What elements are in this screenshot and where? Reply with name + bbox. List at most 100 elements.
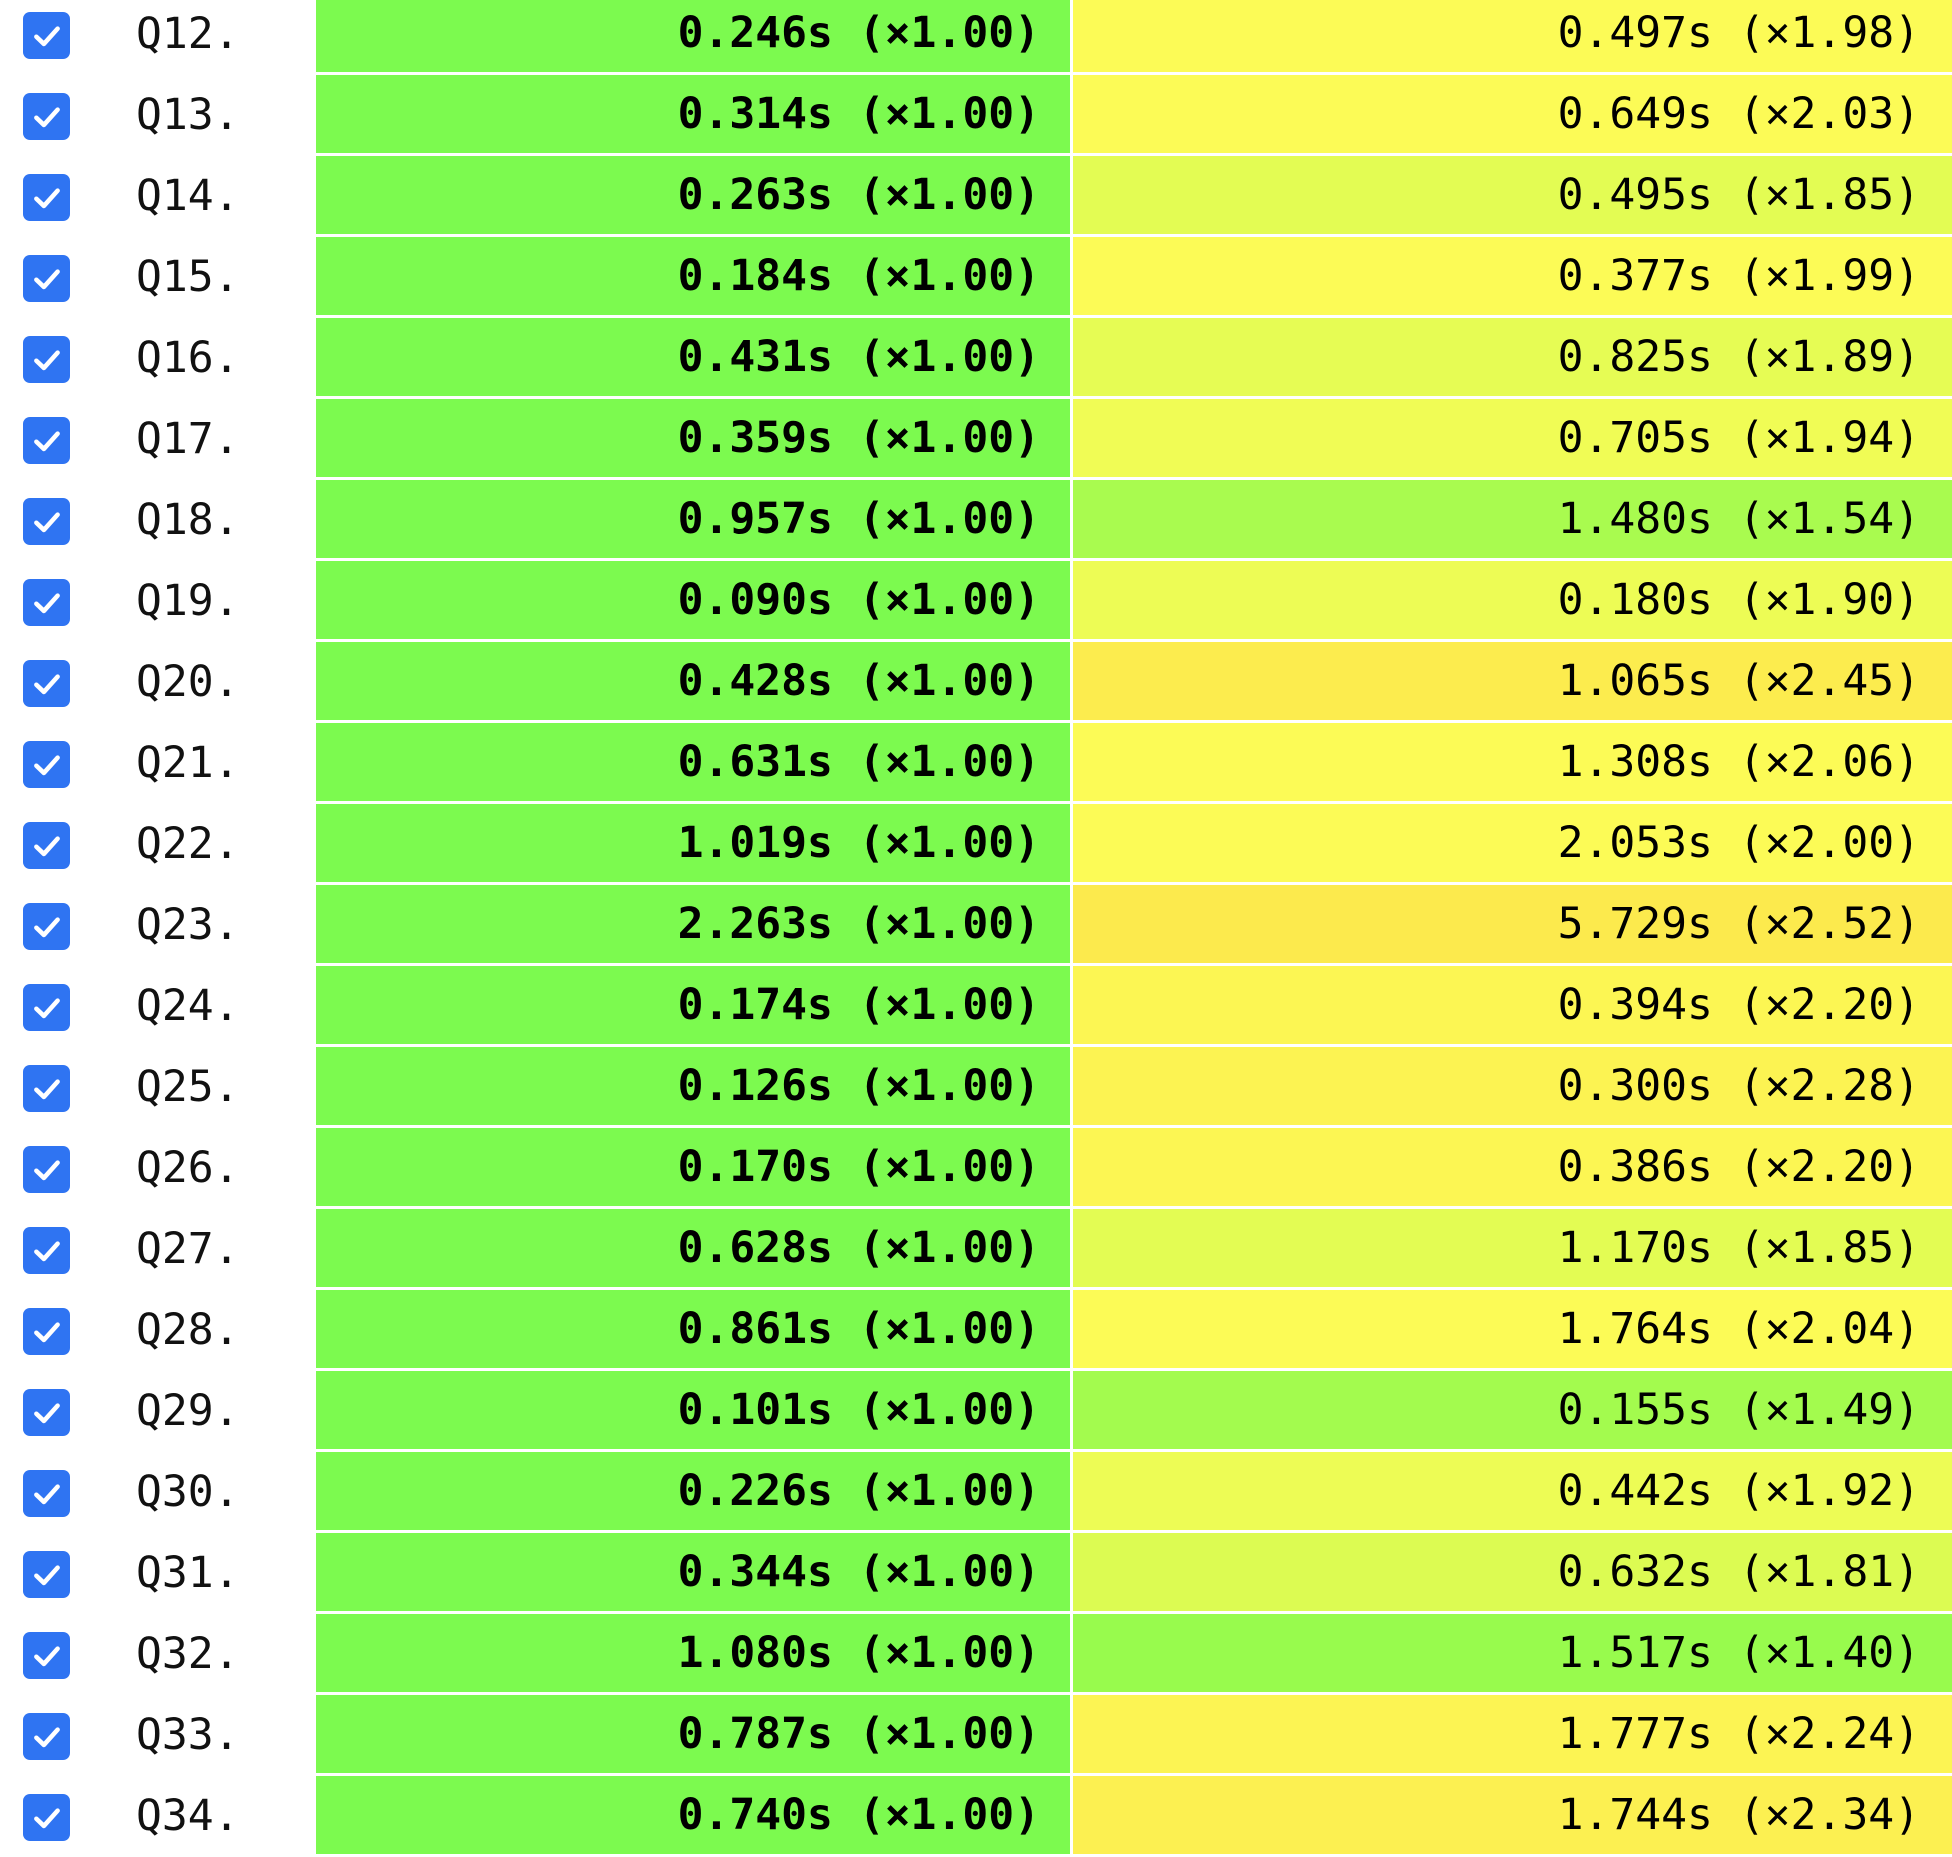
row-header: Q15.	[0, 237, 316, 318]
row-divider	[316, 234, 1952, 237]
row-checkbox[interactable]	[23, 174, 70, 221]
row-header: Q31.	[0, 1533, 316, 1614]
baseline-time-cell: 0.314s (×1.00)	[316, 75, 1070, 153]
compare-time-cell: 5.729s (×2.52)	[1073, 885, 1952, 963]
query-label: Q24.	[136, 981, 240, 1031]
row-header: Q20.	[0, 642, 316, 723]
row-checkbox[interactable]	[23, 1227, 70, 1274]
row-header: Q18.	[0, 480, 316, 561]
compare-time-cell: 1.480s (×1.54)	[1073, 480, 1952, 558]
row-checkbox[interactable]	[23, 1713, 70, 1760]
baseline-time-cell: 0.344s (×1.00)	[316, 1533, 1070, 1611]
query-label: Q30.	[136, 1467, 240, 1517]
column-divider	[1070, 156, 1073, 237]
column-divider	[1070, 1533, 1073, 1614]
baseline-time-cell: 0.631s (×1.00)	[316, 723, 1070, 801]
row-checkbox[interactable]	[23, 12, 70, 59]
row-header: Q16.	[0, 318, 316, 399]
table-row-q34: Q34. 0.740s (×1.00) 1.744s (×2.34)	[0, 1776, 1952, 1857]
row-header: Q24.	[0, 966, 316, 1047]
row-divider	[316, 1125, 1952, 1128]
compare-time-cell: 0.705s (×1.94)	[1073, 399, 1952, 477]
baseline-time-cell: 0.263s (×1.00)	[316, 156, 1070, 234]
column-divider	[1070, 399, 1073, 480]
baseline-time-cell: 0.101s (×1.00)	[316, 1371, 1070, 1449]
query-label: Q34.	[136, 1791, 240, 1841]
row-header: Q33.	[0, 1695, 316, 1776]
row-header: Q26.	[0, 1128, 316, 1209]
baseline-time-cell: 0.957s (×1.00)	[316, 480, 1070, 558]
baseline-time-cell: 0.170s (×1.00)	[316, 1128, 1070, 1206]
row-header: Q22.	[0, 804, 316, 885]
compare-time-cell: 0.394s (×2.20)	[1073, 966, 1952, 1044]
row-checkbox[interactable]	[23, 1470, 70, 1517]
row-checkbox[interactable]	[23, 660, 70, 707]
query-label: Q12.	[136, 9, 240, 59]
compare-time-cell: 1.777s (×2.24)	[1073, 1695, 1952, 1773]
query-label: Q25.	[136, 1062, 240, 1112]
row-divider	[316, 558, 1952, 561]
query-label: Q31.	[136, 1548, 240, 1598]
row-header: Q21.	[0, 723, 316, 804]
compare-time-cell: 0.155s (×1.49)	[1073, 1371, 1952, 1449]
baseline-time-cell: 0.090s (×1.00)	[316, 561, 1070, 639]
row-checkbox[interactable]	[23, 984, 70, 1031]
checkmark-icon	[33, 1807, 60, 1828]
query-label: Q32.	[136, 1629, 240, 1679]
checkmark-icon	[33, 1159, 60, 1180]
compare-time-cell: 0.825s (×1.89)	[1073, 318, 1952, 396]
table-row-q31: Q31. 0.344s (×1.00) 0.632s (×1.81)	[0, 1533, 1952, 1614]
row-checkbox[interactable]	[23, 1632, 70, 1679]
compare-time-cell: 0.442s (×1.92)	[1073, 1452, 1952, 1530]
row-checkbox[interactable]	[23, 1389, 70, 1436]
query-label: Q17.	[136, 414, 240, 464]
checkmark-icon	[33, 268, 60, 289]
column-divider	[1070, 318, 1073, 399]
baseline-time-cell: 1.080s (×1.00)	[316, 1614, 1070, 1692]
row-checkbox[interactable]	[23, 822, 70, 869]
row-checkbox[interactable]	[23, 255, 70, 302]
checkmark-icon	[33, 1483, 60, 1504]
row-checkbox[interactable]	[23, 1794, 70, 1841]
row-checkbox[interactable]	[23, 1308, 70, 1355]
column-divider	[1070, 1209, 1073, 1290]
column-divider	[1070, 885, 1073, 966]
query-label: Q14.	[136, 171, 240, 221]
table-row-q32: Q32. 1.080s (×1.00) 1.517s (×1.40)	[0, 1614, 1952, 1695]
column-divider	[1070, 1128, 1073, 1209]
row-checkbox[interactable]	[23, 579, 70, 626]
query-label: Q26.	[136, 1143, 240, 1193]
row-checkbox[interactable]	[23, 336, 70, 383]
checkmark-icon	[33, 1321, 60, 1342]
row-checkbox[interactable]	[23, 498, 70, 545]
column-divider	[1070, 804, 1073, 885]
checkmark-icon	[33, 1240, 60, 1261]
row-checkbox[interactable]	[23, 1551, 70, 1598]
query-label: Q18.	[136, 495, 240, 545]
table-row-q16: Q16. 0.431s (×1.00) 0.825s (×1.89)	[0, 318, 1952, 399]
checkmark-icon	[33, 106, 60, 127]
query-label: Q16.	[136, 333, 240, 383]
row-divider	[316, 477, 1952, 480]
row-header: Q28.	[0, 1290, 316, 1371]
table-row-q19: Q19. 0.090s (×1.00) 0.180s (×1.90)	[0, 561, 1952, 642]
column-divider	[1070, 0, 1073, 75]
row-checkbox[interactable]	[23, 1146, 70, 1193]
row-checkbox[interactable]	[23, 741, 70, 788]
row-checkbox[interactable]	[23, 903, 70, 950]
row-checkbox[interactable]	[23, 93, 70, 140]
column-divider	[1070, 1290, 1073, 1371]
table-row-q21: Q21. 0.631s (×1.00) 1.308s (×2.06)	[0, 723, 1952, 804]
table-row-q18: Q18. 0.957s (×1.00) 1.480s (×1.54)	[0, 480, 1952, 561]
row-checkbox[interactable]	[23, 1065, 70, 1112]
baseline-time-cell: 0.184s (×1.00)	[316, 237, 1070, 315]
checkmark-icon	[33, 430, 60, 451]
checkmark-icon	[33, 1645, 60, 1666]
row-checkbox[interactable]	[23, 417, 70, 464]
column-divider	[1070, 237, 1073, 318]
baseline-time-cell: 0.787s (×1.00)	[316, 1695, 1070, 1773]
checkmark-icon	[33, 835, 60, 856]
table-row-q26: Q26. 0.170s (×1.00) 0.386s (×2.20)	[0, 1128, 1952, 1209]
compare-time-cell: 2.053s (×2.00)	[1073, 804, 1952, 882]
row-header: Q12.	[0, 0, 316, 75]
